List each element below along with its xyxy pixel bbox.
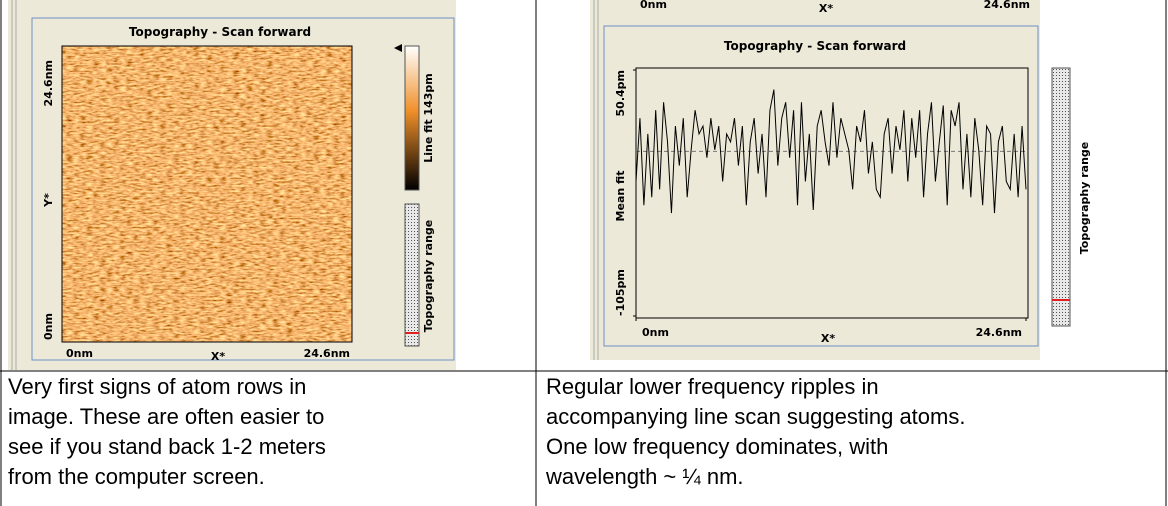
right-screenshot: 0nm X* 24.6nm Topography - Scan forward … xyxy=(590,0,1091,360)
caption-line: One low frequency dominates, with xyxy=(546,434,888,459)
range-label: Topography range xyxy=(1078,142,1091,254)
x-axis-label: X* xyxy=(821,332,835,345)
colorbar xyxy=(404,45,420,191)
afm-image xyxy=(62,46,352,342)
y-top-label: 24.6nm xyxy=(42,60,55,106)
y-tick-label: -105pm xyxy=(614,269,627,316)
x-tick-label: 0nm xyxy=(642,326,669,339)
chart-title: Topography - Scan forward xyxy=(724,39,906,53)
colorbar-marker xyxy=(394,44,402,52)
x-left-label: 0nm xyxy=(66,347,93,360)
caption-line: Very first signs of atom rows in xyxy=(8,374,306,399)
panel-title: Topography - Scan forward xyxy=(129,25,311,39)
cut-label: X* xyxy=(819,2,833,15)
caption-line: see if you stand back 1-2 meters xyxy=(8,434,326,459)
colorbar-label: Line fit 143pm xyxy=(422,73,435,162)
y-axis-label: Mean fit xyxy=(614,171,627,222)
captions: Very first signs of atom rows in image. T… xyxy=(8,374,965,489)
left-screenshot: Topography - Scan forward 24.6nm Y* 0nm … xyxy=(8,0,456,370)
caption-line: Regular lower frequency ripples in xyxy=(546,374,879,399)
caption-line: image. These are often easier to xyxy=(8,404,324,429)
cut-label: 0nm xyxy=(640,0,667,11)
range-bar xyxy=(404,203,420,347)
cut-label: 24.6nm xyxy=(984,0,1030,11)
line-series xyxy=(635,89,1027,214)
image-frame xyxy=(61,45,353,343)
caption-line: wavelength ~ ¼ nm. xyxy=(545,464,744,489)
plot-frame xyxy=(635,67,1029,319)
range-bar xyxy=(1051,67,1071,327)
y-tick-label: 50.4pm xyxy=(614,70,627,116)
caption-line: accompanying line scan suggesting atoms. xyxy=(546,404,965,429)
caption-line: from the computer screen. xyxy=(8,464,265,489)
x-tick-label: 24.6nm xyxy=(976,326,1022,339)
y-bottom-label: 0nm xyxy=(42,313,55,340)
range-label: Topography range xyxy=(422,220,435,332)
y-axis-label: Y* xyxy=(42,193,55,208)
x-axis-label: X* xyxy=(211,350,225,363)
x-right-label: 24.6nm xyxy=(304,347,350,360)
